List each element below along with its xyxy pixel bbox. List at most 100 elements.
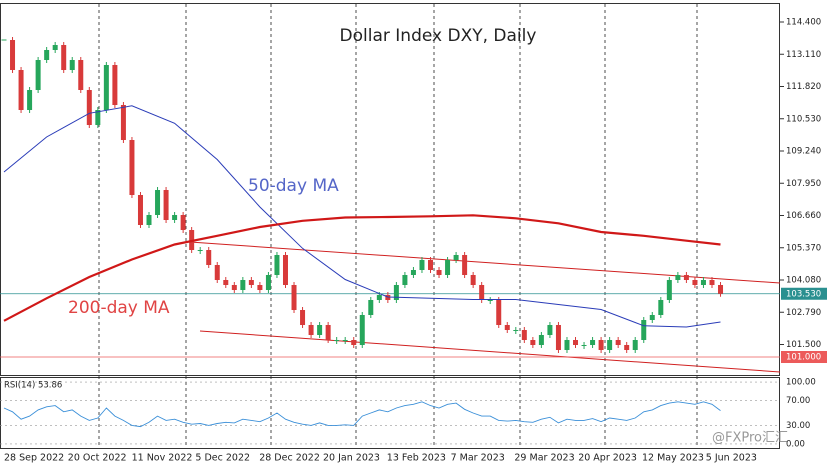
price-frame — [0, 3, 780, 376]
candle — [598, 340, 604, 350]
candle — [197, 250, 203, 251]
candle — [291, 285, 297, 310]
candle — [129, 140, 135, 195]
candle — [402, 275, 408, 285]
y-tick-label: 110.530 — [786, 114, 821, 124]
candle — [146, 215, 152, 225]
separators — [98, 4, 698, 448]
candle — [78, 60, 84, 90]
candle — [513, 330, 519, 331]
candle — [206, 250, 212, 265]
candle — [410, 270, 416, 275]
candle — [137, 195, 143, 225]
y-tick-label: 114.400 — [786, 18, 821, 28]
candle — [112, 65, 118, 105]
candle — [231, 285, 237, 290]
candle — [359, 315, 365, 345]
candle — [257, 285, 263, 290]
candle — [675, 275, 681, 280]
candle — [223, 280, 229, 285]
x-tick-label: 5 Dec 2022 — [195, 453, 250, 464]
candle — [607, 340, 613, 350]
moving-average — [3, 214, 721, 322]
candle — [95, 110, 101, 125]
candle — [172, 215, 178, 220]
rsi-tick-label: 100.00 — [786, 378, 816, 388]
candle — [240, 280, 246, 290]
candle — [462, 255, 468, 275]
y-tick-label: 102.790 — [786, 308, 821, 318]
candle — [641, 320, 647, 340]
x-tick-label: 20 Oct 2022 — [68, 453, 127, 464]
candle — [564, 340, 570, 350]
candle — [317, 325, 323, 335]
candle — [351, 340, 357, 345]
candle — [709, 280, 715, 285]
candle — [69, 60, 75, 70]
chart-title: Dollar Index DXY, Daily — [340, 26, 537, 46]
level-label: 103.530 — [786, 289, 821, 299]
candle — [718, 285, 724, 294]
candle — [300, 310, 306, 325]
channel-bottom — [199, 330, 781, 373]
candle — [61, 45, 67, 70]
candle — [666, 280, 672, 300]
y-tick-label: 104.080 — [786, 276, 821, 286]
x-tick-label: 20 Jan 2023 — [323, 453, 380, 464]
candle — [393, 285, 399, 300]
candle — [334, 340, 340, 341]
y-tick-label: 105.370 — [786, 243, 821, 253]
candle — [163, 190, 169, 220]
candle — [487, 300, 493, 301]
candle — [649, 315, 655, 320]
candle — [10, 40, 16, 70]
candle — [581, 345, 587, 346]
candle — [700, 280, 706, 285]
rsi-line — [3, 401, 721, 428]
candle — [214, 265, 220, 280]
candle — [496, 300, 502, 325]
candle — [683, 275, 689, 280]
candle — [308, 325, 314, 335]
candle — [632, 340, 638, 350]
candle — [521, 330, 527, 340]
candle — [35, 60, 41, 90]
candle — [590, 340, 596, 345]
watermark: @FXPro汇汇 — [712, 431, 788, 446]
rsi-tick-label: 30.00 — [786, 421, 810, 431]
candle — [52, 45, 58, 50]
x-tick-label: 13 Feb 2023 — [387, 453, 446, 464]
rsi-tick-label: 70.00 — [786, 396, 810, 406]
candle — [658, 300, 664, 315]
x-tick-label: 28 Sep 2022 — [4, 453, 64, 464]
y-tick-label: 107.950 — [786, 179, 821, 189]
candle — [504, 325, 510, 330]
candle — [428, 260, 433, 270]
y-tick-label: 113.110 — [786, 50, 821, 60]
x-tick-label: 28 Dec 2022 — [259, 453, 320, 464]
candle — [555, 325, 561, 350]
candle — [342, 340, 348, 341]
candle — [573, 340, 579, 345]
candle — [615, 340, 621, 345]
level-box — [781, 351, 827, 363]
candle — [624, 345, 630, 350]
x-tick-label: 20 Apr 2023 — [578, 453, 637, 464]
candle — [265, 275, 271, 290]
ma-label: 50-day MA — [248, 176, 339, 196]
candle — [44, 50, 50, 60]
x-tick-label: 29 Mar 2023 — [514, 453, 574, 464]
x-tick-label: 11 Nov 2022 — [132, 453, 193, 464]
x-tick-label: 5 Jun 2023 — [706, 453, 757, 464]
candle — [376, 295, 382, 300]
candle — [155, 190, 161, 215]
moving-average — [3, 105, 721, 328]
level-box — [781, 287, 827, 300]
candle — [274, 255, 280, 275]
y-tick-label: 111.820 — [786, 82, 821, 92]
y-tick-label: 101.500 — [786, 340, 821, 350]
candle — [470, 275, 476, 285]
candle — [248, 280, 254, 285]
level-label: 101.000 — [786, 353, 821, 363]
